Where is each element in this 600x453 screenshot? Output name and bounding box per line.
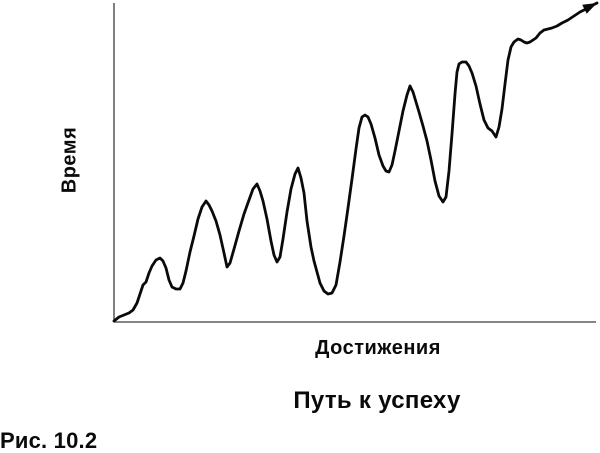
y-axis-label: Время (58, 126, 81, 194)
arrowhead-icon (582, 3, 597, 14)
success-curve (112, 1, 599, 323)
chart-caption: Путь к успеху (293, 387, 461, 414)
figure-number: Рис. 10.2 (0, 428, 98, 453)
x-axis-label: Достижения (315, 337, 441, 359)
